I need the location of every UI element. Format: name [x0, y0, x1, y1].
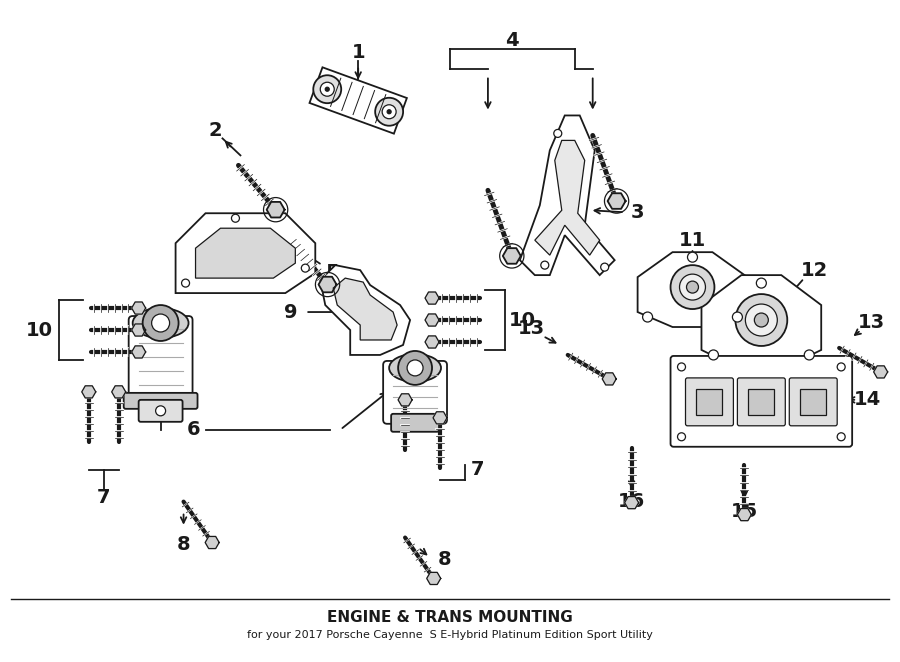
- Circle shape: [754, 313, 769, 327]
- Circle shape: [837, 363, 845, 371]
- Text: 13: 13: [518, 318, 545, 338]
- Polygon shape: [195, 228, 295, 278]
- Circle shape: [600, 263, 608, 271]
- Text: 12: 12: [801, 261, 828, 279]
- Polygon shape: [425, 314, 439, 326]
- Circle shape: [643, 312, 652, 322]
- Text: 8: 8: [176, 535, 191, 554]
- Polygon shape: [520, 115, 615, 275]
- FancyBboxPatch shape: [123, 393, 197, 409]
- FancyBboxPatch shape: [670, 356, 852, 447]
- Circle shape: [231, 214, 239, 222]
- Polygon shape: [333, 278, 397, 340]
- Text: 16: 16: [618, 492, 645, 511]
- Polygon shape: [112, 386, 126, 398]
- Circle shape: [805, 350, 814, 360]
- Circle shape: [687, 281, 698, 293]
- Polygon shape: [425, 292, 439, 304]
- Circle shape: [756, 278, 766, 288]
- FancyBboxPatch shape: [392, 414, 439, 432]
- FancyBboxPatch shape: [139, 400, 183, 422]
- Ellipse shape: [132, 308, 188, 338]
- Polygon shape: [131, 302, 146, 314]
- Polygon shape: [398, 394, 412, 406]
- FancyBboxPatch shape: [737, 378, 786, 426]
- Polygon shape: [701, 275, 821, 367]
- FancyBboxPatch shape: [789, 378, 837, 426]
- Polygon shape: [131, 324, 146, 336]
- Circle shape: [156, 406, 166, 416]
- Polygon shape: [427, 573, 441, 585]
- Circle shape: [151, 314, 169, 332]
- Polygon shape: [625, 496, 639, 508]
- Polygon shape: [320, 265, 410, 355]
- Circle shape: [680, 274, 706, 300]
- Polygon shape: [637, 252, 747, 327]
- Text: 13: 13: [858, 312, 885, 332]
- Polygon shape: [874, 366, 887, 378]
- Polygon shape: [503, 248, 521, 263]
- Text: 11: 11: [679, 230, 706, 250]
- Circle shape: [407, 360, 423, 376]
- Bar: [800, 389, 826, 415]
- FancyBboxPatch shape: [383, 361, 447, 424]
- Text: 1: 1: [351, 43, 365, 62]
- Polygon shape: [319, 277, 337, 293]
- Circle shape: [387, 110, 392, 114]
- Circle shape: [735, 294, 788, 346]
- Circle shape: [325, 87, 329, 91]
- Bar: [697, 389, 723, 415]
- Text: 14: 14: [853, 391, 881, 409]
- Circle shape: [708, 350, 718, 360]
- Circle shape: [678, 363, 686, 371]
- Text: 8: 8: [438, 550, 452, 569]
- Circle shape: [670, 265, 715, 309]
- Polygon shape: [535, 140, 599, 255]
- Circle shape: [733, 312, 742, 322]
- Text: for your 2017 Porsche Cayenne  S E-Hybrid Platinum Edition Sport Utility: for your 2017 Porsche Cayenne S E-Hybrid…: [248, 630, 652, 640]
- Polygon shape: [176, 213, 315, 293]
- Text: 6: 6: [186, 420, 201, 440]
- Circle shape: [313, 75, 341, 103]
- Circle shape: [182, 279, 190, 287]
- Text: 15: 15: [731, 502, 758, 521]
- Circle shape: [375, 98, 403, 126]
- Text: 7: 7: [472, 460, 485, 479]
- Text: 4: 4: [505, 31, 518, 50]
- Polygon shape: [205, 536, 220, 549]
- Circle shape: [688, 252, 698, 262]
- Polygon shape: [737, 508, 751, 521]
- Ellipse shape: [389, 354, 441, 382]
- Polygon shape: [602, 373, 616, 385]
- Polygon shape: [82, 386, 95, 398]
- Polygon shape: [310, 68, 407, 134]
- Circle shape: [541, 261, 549, 269]
- Circle shape: [554, 130, 562, 138]
- Text: 10: 10: [508, 310, 536, 330]
- Text: 3: 3: [631, 203, 644, 222]
- Circle shape: [398, 351, 432, 385]
- Bar: [749, 389, 774, 415]
- Polygon shape: [433, 412, 447, 424]
- Text: 7: 7: [97, 488, 111, 507]
- Circle shape: [382, 105, 396, 118]
- FancyBboxPatch shape: [686, 378, 733, 426]
- Text: 9: 9: [284, 303, 297, 322]
- Text: 2: 2: [209, 121, 222, 140]
- Circle shape: [745, 304, 778, 336]
- Polygon shape: [266, 202, 284, 217]
- Circle shape: [837, 433, 845, 441]
- Polygon shape: [608, 193, 625, 209]
- Circle shape: [302, 264, 310, 272]
- Polygon shape: [131, 346, 146, 358]
- Text: 10: 10: [25, 320, 52, 340]
- Text: 5: 5: [326, 263, 339, 281]
- Polygon shape: [425, 336, 439, 348]
- Circle shape: [320, 82, 334, 96]
- Text: ENGINE & TRANS MOUNTING: ENGINE & TRANS MOUNTING: [327, 610, 573, 625]
- FancyBboxPatch shape: [129, 316, 193, 404]
- Circle shape: [678, 433, 686, 441]
- Circle shape: [142, 305, 178, 341]
